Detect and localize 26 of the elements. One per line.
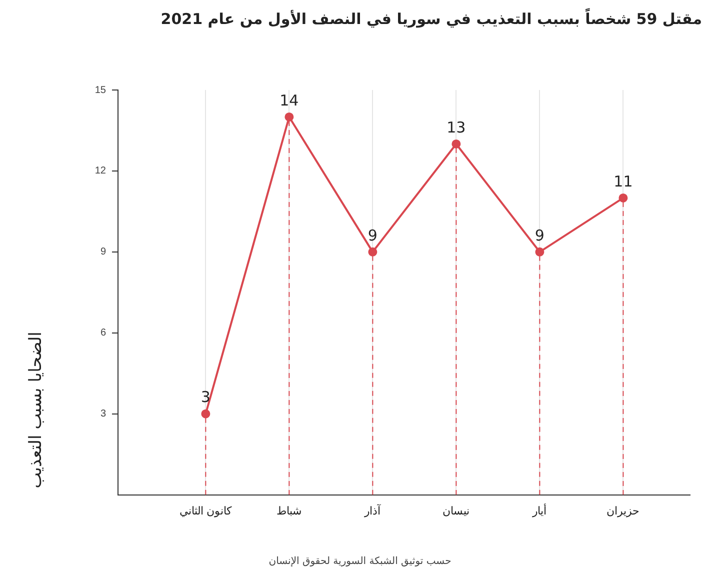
y-tick-label: 6: [100, 328, 106, 339]
data-label: 11: [614, 172, 633, 190]
x-tick-label: أيار: [532, 503, 547, 518]
y-tick-label: 15: [94, 84, 106, 96]
point: [284, 112, 294, 122]
data-label: 13: [446, 118, 466, 136]
data-label: 9: [534, 226, 544, 244]
data-label: 3: [200, 388, 210, 406]
data-label: 14: [280, 91, 299, 110]
y-tick-label: 12: [94, 166, 106, 177]
x-tick-label: نيسان: [442, 505, 470, 518]
point: [452, 139, 461, 148]
point: [618, 193, 628, 202]
x-tick-label: آذار: [364, 504, 382, 518]
y-tick-label: 3: [100, 408, 106, 420]
point: [201, 409, 210, 418]
x-tick-label: شباط: [276, 505, 302, 518]
x-tick-label: كانون الثاني: [180, 505, 233, 518]
y-axis-title: الضحايا بسبب التعذيب: [26, 332, 46, 488]
chart-title: مقتل 59 شخصاً بسبب التعذيب في سوريا في النصف الأول من عام 2021: [160, 10, 702, 28]
point: [368, 247, 378, 256]
point: [535, 247, 544, 256]
y-tick-label: 9: [100, 246, 106, 258]
x-tick-label: حزيران: [606, 505, 640, 518]
data-label: 9: [368, 226, 378, 244]
text: حسب توثيق الشبكة السورية لحقوق الإنسان: [268, 556, 452, 567]
